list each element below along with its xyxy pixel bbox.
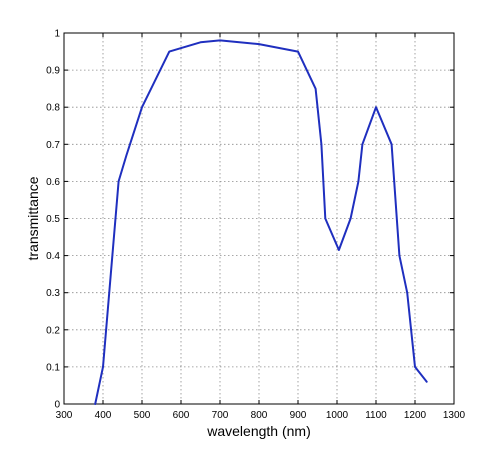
x-axis-label: wavelength (nm): [206, 423, 311, 439]
y-tick-label: 0.2: [46, 325, 60, 336]
y-tick-label: 1: [54, 29, 60, 40]
y-tick-label: 0.8: [46, 103, 60, 114]
y-tick-label: 0: [54, 400, 60, 411]
y-tick-label: 0.1: [46, 362, 60, 373]
y-tick-label: 0.5: [46, 214, 60, 225]
x-tick-label: 400: [95, 410, 112, 421]
series-layer: [94, 39, 428, 405]
y-tick-label: 0.3: [46, 288, 60, 299]
x-tick-label: 900: [290, 410, 307, 421]
x-tick-label: 500: [134, 410, 151, 421]
y-tick-label: 0.9: [46, 66, 60, 77]
x-tick-label: 1300: [443, 410, 466, 421]
x-tick-label: 300: [56, 410, 73, 421]
y-tick-label: 0.4: [46, 251, 60, 262]
x-tick-label: 1100: [365, 410, 387, 421]
x-tick-label: 1000: [326, 410, 349, 421]
transmittance-line: [94, 39, 428, 405]
y-tick-label: 0.7: [46, 140, 60, 151]
x-tick-label: 1200: [404, 410, 427, 421]
y-axis-label: transmittance: [25, 176, 41, 260]
grid: [64, 33, 454, 404]
x-tick-label: 600: [173, 410, 190, 421]
x-tick-label: 700: [212, 410, 229, 421]
y-tick-label: 0.6: [46, 177, 60, 188]
x-tick-label: 800: [251, 410, 268, 421]
axis-ticks: 300 400 500 600 700 800 900 1000 1100 1200 1300 0 0.…: [46, 29, 465, 422]
